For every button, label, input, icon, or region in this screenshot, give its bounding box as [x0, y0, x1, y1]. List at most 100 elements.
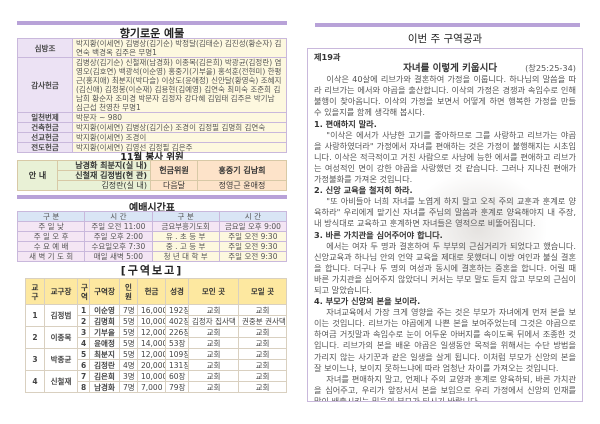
- section-body: "또 아비들아 너희 자녀를 노엽게 하지 말고 오직 주의 교훈과 훈계로 양…: [314, 196, 576, 229]
- zone-cell: 2: [77, 315, 90, 327]
- section-body: "이삭은 에서가 사냥한 고기를 좋아하므로 그를 사랑하고 리브가는 야곱을 …: [314, 129, 576, 185]
- district-number: 1: [25, 304, 45, 327]
- worship-cell: 주일 오전 11:00: [84, 221, 153, 232]
- offering-row: 감사헌금 김병상(김기순) 신철재(남경화) 이종목(김은희) 박광균(김정란) …: [17, 57, 287, 113]
- lesson-box: 제19과 자녀를 이렇게 키웁시다 (창25:25-34) 이삭은 40살에 리브…: [307, 48, 583, 402]
- section-heading: 1. 편애하지 말라.: [314, 118, 377, 129]
- zone-header: 구역장: [89, 278, 120, 305]
- zone-cell: 교회: [238, 304, 287, 316]
- lesson-intro: 이삭은 40살에 리브가와 결혼하여 가정을 이룹니다. 하나님의 말씀을 따라…: [314, 74, 576, 118]
- guide-row: 남경화 최분지(실 내): [57, 160, 151, 171]
- zone-cell: 교회: [188, 370, 239, 382]
- district-number: 4: [25, 370, 45, 393]
- zone-cell: 12,000: [137, 326, 166, 338]
- offering-label: 헌금위원: [150, 160, 198, 181]
- offerings-title: 향기로운 예물: [119, 27, 185, 40]
- district-leader: 신철재: [44, 370, 78, 393]
- offering-names: 박지황(이세연) 김병상(김기순) 조경이 김정필 김명희 김연숙: [72, 122, 287, 133]
- service-table: 안 내 남경화 최분지(실 내) 헌금위원 홍중기 김남희 신철재 김정범(현 …: [17, 160, 287, 191]
- offering-names: 김병상(김기순) 신철재(남경화) 이종목(김은희) 박광균(김정란) 염영오(…: [72, 57, 287, 113]
- zone-cell: 109장: [165, 348, 189, 360]
- worship-row: 주 일 낮 주일 오전 11:00 금요부흥기도회 금요일 오후 9:00: [16, 221, 288, 232]
- worship-cell: 수요일오후 7:30: [84, 241, 153, 252]
- table-row: 6 김정란 4명 20,000 131장 교회 교회: [26, 359, 287, 371]
- zone-header: 구역: [77, 278, 90, 305]
- zone-cell: 3명: [119, 370, 138, 382]
- worship-cell: 주 일 오 후: [16, 231, 86, 242]
- zone-cell: 김은희: [89, 370, 120, 382]
- zone-cell: 김정란: [89, 359, 120, 371]
- worship-cell: 주일 오전 9:30: [218, 241, 288, 252]
- worship-row: 수 요 예 배 수요일오후 7:30 중 . 고 등 부 주일 오전 9:30: [16, 241, 288, 252]
- zone-cell: 교회: [188, 348, 239, 360]
- worship-cell: 주일 오전 9:30: [218, 251, 288, 262]
- zone-cell: 교회: [238, 337, 287, 349]
- zone-cell: 5명: [119, 337, 138, 349]
- lesson-conclusion: 자녀를 편애하지 말고, 언제나 주의 교양과 훈계로 양육하되, 바른 가치관…: [314, 373, 576, 402]
- worship-header: 시 간: [84, 211, 153, 222]
- worship-header: 구 분: [16, 211, 86, 222]
- zone-cell: 5명: [119, 348, 138, 360]
- worship-cell: 청 년 대 학 부: [151, 251, 220, 262]
- zone-report-title: [구역보고]: [120, 264, 184, 277]
- offerings-table: 심방조 박지황(이세연) 김병상(김기순) 박정달(김태순) 김진성(황순자) 김…: [17, 38, 287, 153]
- offering-names: 박지황(이세연) 조경이: [72, 132, 287, 143]
- worship-cell: 매일 새벽 5:00: [84, 251, 153, 262]
- lesson-number: 제19과: [314, 52, 341, 62]
- zone-cell: 김정자 집사댁: [188, 315, 239, 327]
- zone-cell: 192장: [165, 304, 189, 316]
- zone-cell: 7,000: [137, 381, 166, 393]
- district-leader: 박종균: [44, 348, 78, 371]
- worship-cell: 주 일 낮: [16, 221, 86, 232]
- zone-cell: 교회: [188, 337, 239, 349]
- offering-label: 일천번제: [17, 112, 73, 123]
- zone-cell: 3: [77, 326, 90, 338]
- worship-cell: 주일 오전 9:30: [218, 231, 288, 242]
- offering-names: 박지황(이세연) 김영선 김정필 김은주: [72, 142, 287, 153]
- table-row: 4 윤애정 5명 14,000 53장 교회 교회: [26, 337, 287, 349]
- guide-row: 김정란(실 내): [57, 180, 151, 191]
- worship-cell: 주일 오후 2:00: [84, 231, 153, 242]
- table-row: 2 이종목 3 기부을 5명 12,000 226장 교회 교회: [25, 326, 287, 349]
- offering-row: 심방조 박지황(이세연) 김병상(김기순) 박정달(김태순) 김진성(황순자) 김…: [17, 38, 287, 58]
- zone-cell: 131장: [165, 359, 189, 371]
- zone-header: 인원: [119, 278, 138, 305]
- service-title: 11월 봉사 위원: [120, 152, 184, 163]
- zone-cell: 1: [77, 304, 90, 316]
- worship-header: 구 분: [151, 211, 220, 222]
- offering-label: 감사헌금: [17, 57, 73, 113]
- worship-cell: 금요일 오후 9:00: [218, 221, 288, 232]
- zone-cell: 교회: [188, 304, 239, 316]
- offering-label: 심방조: [17, 38, 73, 58]
- section-body: 자녀교육에서 가장 크게 영향을 주는 것은 부모가 자녀에게 먼저 본을 보이…: [314, 307, 576, 373]
- zone-cell: 10,000: [137, 370, 166, 382]
- section-heading: 4. 부모가 신앙의 본을 보이라.: [314, 296, 421, 307]
- zone-cell: 기부을: [89, 326, 120, 338]
- zone-cell: 7명: [119, 304, 138, 316]
- zone-cell: 최분지: [89, 348, 120, 360]
- zone-cell: 교회: [188, 381, 239, 393]
- offering-names: 박지황(이세연) 김병상(김기순) 박정달(김태순) 김진성(황순자) 김연숙 …: [72, 38, 287, 58]
- guide-label: 안 내: [17, 160, 58, 191]
- worship-cell: 새 벽 기 도 회: [16, 251, 86, 262]
- zone-header: 모일 곳: [238, 278, 287, 305]
- worship-cell: 중 . 고 등 부: [151, 241, 220, 252]
- zone-report-table: 교구 교구장 구역 구역장 인원 헌금 성경 모인 곳 모일 곳 1 김정범 1 이순영 7명 16,000…: [25, 278, 287, 393]
- zone-cell: 5: [77, 348, 90, 360]
- worship-row: 새 벽 기 도 회 매일 새벽 5:00 청 년 대 학 부 주일 오전 9:30: [16, 251, 288, 262]
- worship-title: 예배시간표: [129, 203, 175, 214]
- offering-row: 건축헌금 박지황(이세연) 김병상(김기순) 조경이 김정필 김명희 김연숙: [17, 122, 287, 133]
- zone-cell: 7: [77, 370, 90, 382]
- zone-cell: 5명: [119, 315, 138, 327]
- divider-bar: [17, 195, 287, 199]
- zone-cell: 교회: [238, 326, 287, 338]
- lesson-reference: (창25:25-34): [525, 63, 576, 74]
- table-row: 4 신철재 7 김은희 3명 10,000 60장 교회 교회: [25, 370, 287, 393]
- zone-cell: 5명: [119, 326, 138, 338]
- zone-cell: 교회: [238, 381, 287, 393]
- offering-names: 홍중기 김남희: [197, 160, 287, 181]
- offering-label: 선교헌금: [17, 132, 73, 143]
- district-number: 3: [25, 348, 45, 371]
- table-row: 3 박종균 5 최분지 5명 12,000 109장 교회 교회: [25, 348, 287, 371]
